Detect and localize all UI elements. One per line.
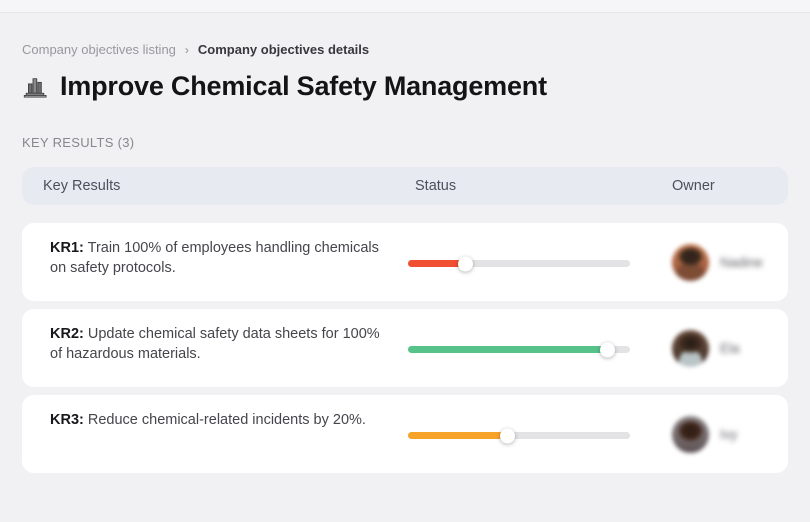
- kr-text: Update chemical safety data sheets for 1…: [50, 326, 380, 362]
- chevron-right-icon: ›: [184, 42, 189, 57]
- owner-name: Ivy: [720, 427, 738, 442]
- breadcrumb-item-details: Company objectives details: [197, 42, 370, 57]
- top-band: [0, 0, 810, 13]
- owner-cell: Ivy: [672, 395, 788, 473]
- kr-description: KR2: Update chemical safety data sheets …: [22, 309, 408, 387]
- owner-name: Nadine: [720, 255, 763, 270]
- status-cell: [408, 395, 672, 473]
- page-title: Improve Chemical Safety Management: [60, 71, 547, 101]
- progress-fill: [408, 260, 466, 267]
- avatar: [672, 416, 709, 453]
- owner-name: Ela: [720, 341, 740, 356]
- progress-slider[interactable]: [408, 342, 630, 357]
- table-header: Key Results Status Owner: [22, 167, 788, 205]
- page-content: Company objectives listing › Company obj…: [0, 42, 810, 473]
- kr-description: KR1: Train 100% of employees handling ch…: [22, 223, 408, 301]
- progress-slider[interactable]: [408, 256, 630, 271]
- owner-cell: Nadine: [672, 223, 788, 301]
- kr-label: KR2:: [50, 326, 84, 342]
- kr-description: KR3: Reduce chemical-related incidents b…: [22, 395, 408, 473]
- slider-thumb[interactable]: [500, 428, 516, 443]
- table-row[interactable]: KR3: Reduce chemical-related incidents b…: [22, 395, 788, 473]
- column-header-key-results: Key Results: [43, 178, 121, 194]
- key-results-list: KR1: Train 100% of employees handling ch…: [22, 223, 788, 473]
- progress-fill: [408, 432, 508, 439]
- kr-text: Train 100% of employees handling chemica…: [50, 240, 379, 276]
- avatar: [672, 244, 709, 281]
- breadcrumb-item-listing[interactable]: Company objectives listing: [22, 42, 176, 57]
- table-row[interactable]: KR2: Update chemical safety data sheets …: [22, 309, 788, 387]
- table-row[interactable]: KR1: Train 100% of employees handling ch…: [22, 223, 788, 301]
- slider-thumb[interactable]: [600, 342, 616, 357]
- status-cell: [408, 309, 672, 387]
- status-cell: [408, 223, 672, 301]
- kr-text: Reduce chemical-related incidents by 20%…: [87, 412, 366, 428]
- kr-label: KR1:: [50, 240, 84, 256]
- slider-thumb[interactable]: [458, 256, 474, 271]
- column-header-owner: Owner: [672, 178, 715, 194]
- avatar: [672, 330, 709, 367]
- column-header-status: Status: [415, 178, 457, 194]
- kr-label: KR3:: [50, 412, 84, 428]
- key-results-section-label: KEY RESULTS (3): [22, 135, 135, 150]
- title-row: Improve Chemical Safety Management: [22, 71, 788, 102]
- owner-cell: Ela: [672, 309, 788, 387]
- building-bars-icon: [23, 78, 47, 98]
- breadcrumb: Company objectives listing › Company obj…: [22, 42, 788, 57]
- progress-slider[interactable]: [408, 428, 630, 443]
- progress-fill: [408, 346, 608, 353]
